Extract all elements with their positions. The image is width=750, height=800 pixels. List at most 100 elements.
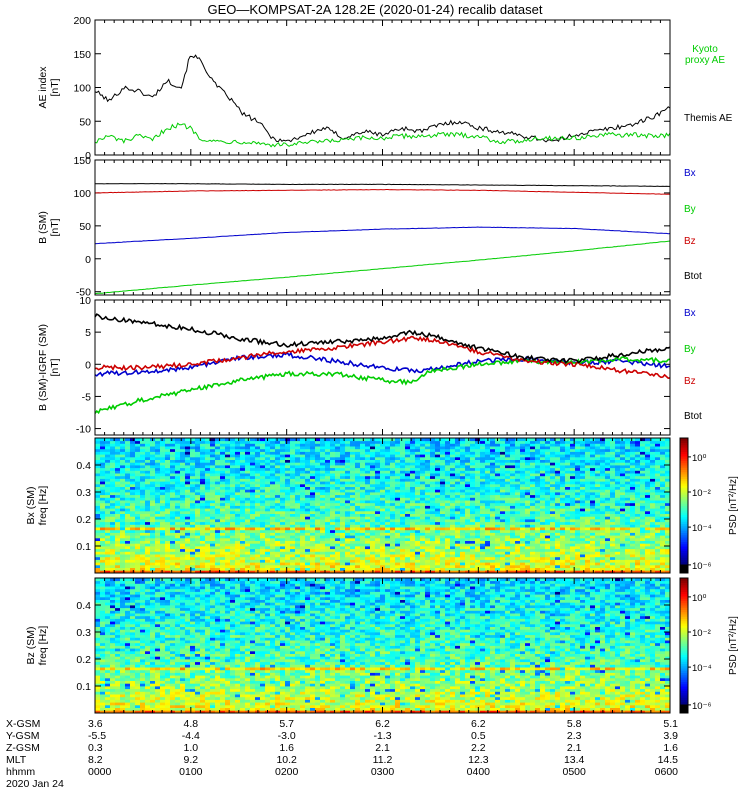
spectrogram-cell bbox=[110, 554, 116, 558]
spectrogram-cell bbox=[520, 551, 526, 555]
spectrogram-cell bbox=[540, 513, 546, 517]
spectrogram-cell bbox=[205, 519, 211, 523]
spectrogram-cell bbox=[155, 554, 161, 558]
spectrogram-cell bbox=[410, 562, 416, 566]
spectrogram-cell bbox=[500, 497, 506, 501]
spectrogram-cell bbox=[395, 500, 401, 504]
spectrogram-cell bbox=[515, 454, 521, 458]
spectrogram-cell bbox=[420, 564, 426, 568]
spectrogram-cell bbox=[170, 505, 176, 509]
spectrogram-cell bbox=[215, 497, 221, 501]
spectrogram-cell bbox=[435, 559, 441, 563]
spectrogram-cell bbox=[370, 521, 376, 525]
spectrogram-cell bbox=[370, 505, 376, 509]
spectrogram-cell bbox=[380, 564, 386, 568]
spectrogram-cell bbox=[520, 473, 526, 477]
spectrogram-cell bbox=[150, 527, 156, 531]
spectrogram-cell bbox=[125, 551, 131, 555]
spectrogram-cell bbox=[210, 438, 216, 442]
spectrogram-cell bbox=[350, 554, 356, 558]
spectrogram-cell bbox=[180, 537, 186, 541]
spectrogram-cell bbox=[395, 494, 401, 498]
spectrogram-cell bbox=[145, 500, 151, 504]
spectrogram-cell bbox=[445, 475, 451, 479]
spectrogram-cell bbox=[340, 492, 346, 496]
spectrogram-cell bbox=[425, 532, 431, 536]
spectrogram-cell bbox=[175, 451, 181, 455]
spectrogram-cell bbox=[355, 481, 361, 485]
spectrogram-cell bbox=[115, 532, 121, 536]
spectrogram-cell bbox=[265, 462, 271, 466]
spectrogram-cell bbox=[335, 535, 341, 539]
spectrogram-cell bbox=[150, 454, 156, 458]
spectrogram-cell bbox=[180, 456, 186, 460]
spectrogram-cell bbox=[160, 454, 166, 458]
spectrogram-cell bbox=[240, 473, 246, 477]
spectrogram-cell bbox=[115, 440, 121, 444]
spectrogram-cell bbox=[115, 510, 121, 514]
spectrogram-cell bbox=[530, 500, 536, 504]
spectrogram-cell bbox=[390, 478, 396, 482]
spectrogram-cell bbox=[410, 500, 416, 504]
spectrogram-cell bbox=[375, 548, 381, 552]
spectrogram-cell bbox=[475, 489, 481, 493]
spectrogram-cell bbox=[460, 456, 466, 460]
spectrogram-cell bbox=[245, 481, 251, 485]
spectrogram-cell bbox=[320, 438, 326, 442]
spectrogram-cell bbox=[405, 570, 411, 574]
spectrogram-cell bbox=[345, 551, 351, 555]
spectrogram-cell bbox=[165, 510, 171, 514]
spectrogram-cell bbox=[530, 516, 536, 520]
spectrogram-cell bbox=[165, 459, 171, 463]
spectrogram-cell bbox=[135, 516, 141, 520]
spectrogram-cell bbox=[360, 516, 366, 520]
spectrogram-cell bbox=[285, 470, 291, 474]
spectrogram-cell bbox=[135, 527, 141, 531]
spectrogram-cell bbox=[145, 527, 151, 531]
spectrogram-cell bbox=[155, 521, 161, 525]
spectrogram-cell bbox=[480, 532, 486, 536]
spectrogram-cell bbox=[305, 505, 311, 509]
spectrogram-cell bbox=[445, 529, 451, 533]
spectrogram-cell bbox=[105, 556, 111, 560]
spectrogram-cell bbox=[385, 567, 391, 571]
spectrogram-cell bbox=[475, 456, 481, 460]
spectrogram-cell bbox=[510, 446, 516, 450]
spectrogram-cell bbox=[355, 556, 361, 560]
spectrogram-cell bbox=[330, 513, 336, 517]
spectrogram-cell bbox=[105, 465, 111, 469]
spectrogram-cell bbox=[405, 540, 411, 544]
spectrogram-cell bbox=[95, 483, 101, 487]
spectrogram-cell bbox=[520, 540, 526, 544]
spectrogram-cell bbox=[150, 551, 156, 555]
spectrogram-cell bbox=[510, 524, 516, 528]
spectrogram-cell bbox=[95, 467, 101, 471]
spectrogram-cell bbox=[280, 443, 286, 447]
spectrogram-cell bbox=[485, 470, 491, 474]
spectrogram-cell bbox=[110, 494, 116, 498]
spectrogram-cell bbox=[265, 540, 271, 544]
spectrogram-cell bbox=[285, 456, 291, 460]
spectrogram-cell bbox=[95, 459, 101, 463]
spectrogram-cell bbox=[295, 443, 301, 447]
spectrogram-cell bbox=[220, 562, 226, 566]
spectrogram-cell bbox=[225, 465, 231, 469]
spectrogram-cell bbox=[360, 548, 366, 552]
spectrogram-cell bbox=[545, 546, 551, 550]
spectrogram-cell bbox=[340, 475, 346, 479]
spectrogram-cell bbox=[125, 559, 131, 563]
spectrogram-cell bbox=[140, 529, 146, 533]
spectrogram-cell bbox=[115, 465, 121, 469]
spectrogram-cell bbox=[380, 532, 386, 536]
spectrogram-cell bbox=[290, 551, 296, 555]
spectrogram-cell bbox=[215, 564, 221, 568]
spectrogram-cell bbox=[250, 564, 256, 568]
spectrogram-cell bbox=[365, 521, 371, 525]
spectrogram-cell bbox=[400, 556, 406, 560]
spectrogram-cell bbox=[420, 448, 426, 452]
spectrogram-cell bbox=[265, 524, 271, 528]
spectrogram-cell bbox=[185, 492, 191, 496]
spectrogram-cell bbox=[335, 459, 341, 463]
spectrogram-cell bbox=[310, 454, 316, 458]
spectrogram-cell bbox=[385, 524, 391, 528]
